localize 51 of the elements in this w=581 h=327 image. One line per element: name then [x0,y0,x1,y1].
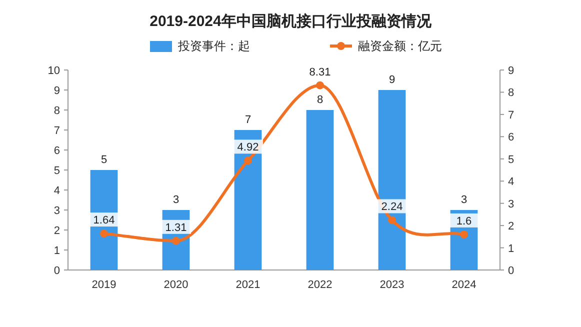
y-tick-label: 4 [54,185,60,197]
legend-label: 融资金额：亿元 [358,39,442,53]
point [100,230,108,238]
chart-title: 2019-2024年中国脑机接口行业投融资情况 [150,12,432,30]
data-label: 8 [316,94,324,106]
y2-tick-label: 9 [508,65,514,77]
y-tick-label: 0 [54,265,60,277]
bar [306,110,334,270]
x-tick-label: 2023 [380,279,404,291]
x-tick-label: 2021 [236,279,260,291]
y2-tick-label: 4 [508,176,514,188]
x-tick-label: 2024 [452,279,476,291]
data-label: 7 [244,114,252,126]
data-label: 2.24 [381,201,403,214]
legend-label: 投资事件：起 [177,39,250,53]
point [244,156,252,165]
y-tick-label: 2 [54,225,60,237]
y2-tick-label: 5 [508,154,514,166]
data-label: 5 [100,154,108,166]
data-label: 1.64 [93,214,115,227]
y2-tick-label: 8 [508,87,514,100]
y2-tick-label: 7 [508,109,514,122]
y2-tick-label: 6 [508,132,514,144]
y-tick-label: 9 [54,85,60,97]
data-label: 1.31 [165,222,187,234]
data-label: 8.31 [309,66,331,78]
y2-tick-label: 1 [508,242,514,255]
y2-tick-label: 3 [508,198,514,210]
data-label: 9 [388,74,396,86]
y-tick-label: 10 [48,65,60,77]
x-tick-label: 2019 [92,279,116,291]
bar [234,130,262,270]
y-tick-label: 3 [54,205,60,217]
y-tick-label: 7 [54,125,60,137]
y-tick-label: 5 [54,165,60,177]
point [388,216,396,224]
point [460,230,468,238]
point [172,236,180,245]
y2-tick-label: 2 [508,220,514,233]
bar [378,90,406,270]
point [316,81,324,90]
y2-tick-label: 0 [508,265,514,277]
data-label: 1.6 [456,215,472,228]
data-label: 3 [172,194,180,206]
y-tick-label: 6 [54,145,60,157]
x-tick-label: 2022 [308,279,332,291]
y-tick-label: 1 [54,245,60,257]
data-label: 3 [460,194,468,206]
data-label: 4.92 [237,142,259,154]
x-tick-label: 2020 [164,279,188,291]
y-tick-label: 8 [54,105,60,117]
